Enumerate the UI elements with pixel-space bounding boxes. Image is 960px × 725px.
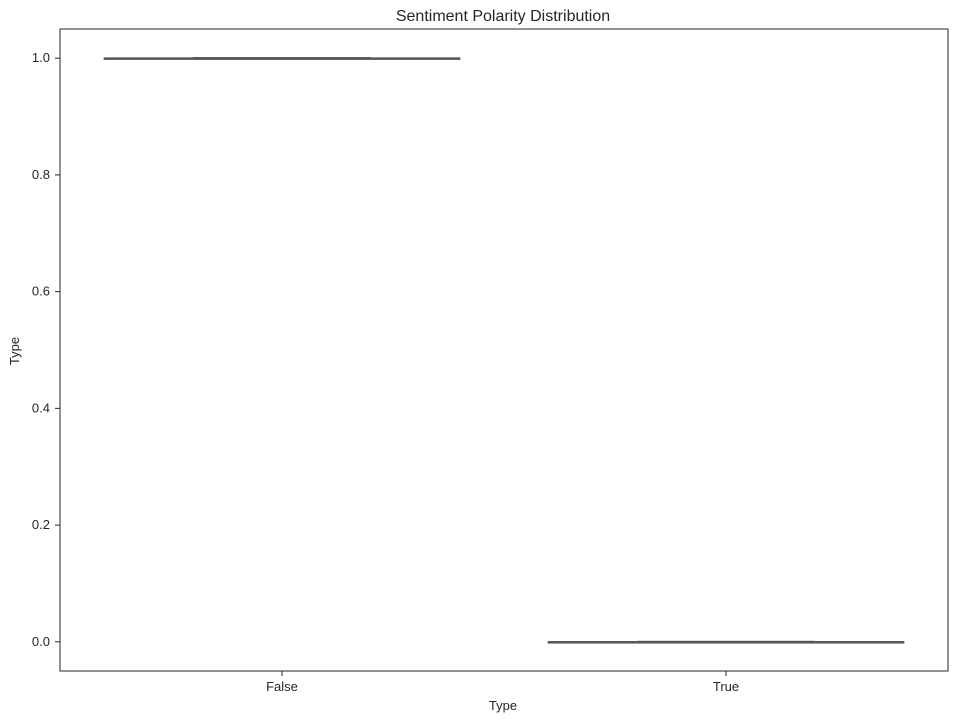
box-false xyxy=(103,57,461,60)
y-tick-label: 0.0 xyxy=(32,634,50,649)
plot-frame xyxy=(59,28,949,672)
x-axis-ticks: False True xyxy=(266,671,739,694)
chart-title: Sentiment Polarity Distribution xyxy=(396,8,610,25)
y-tick-label: 0.8 xyxy=(32,167,50,182)
x-axis-label: Type xyxy=(489,698,517,713)
y-tick-label: 0.6 xyxy=(32,284,50,299)
y-tick-label: 1.0 xyxy=(32,50,50,65)
x-tick-label: False xyxy=(266,679,298,694)
box-true xyxy=(547,640,905,644)
y-axis-ticks: 0.0 0.2 0.4 0.6 0.8 1.0 xyxy=(32,50,60,649)
x-tick-label: True xyxy=(713,679,739,694)
y-tick-label: 0.2 xyxy=(32,517,50,532)
y-axis-label: Type xyxy=(7,337,22,365)
y-tick-label: 0.4 xyxy=(32,400,50,415)
box-series xyxy=(103,57,905,644)
